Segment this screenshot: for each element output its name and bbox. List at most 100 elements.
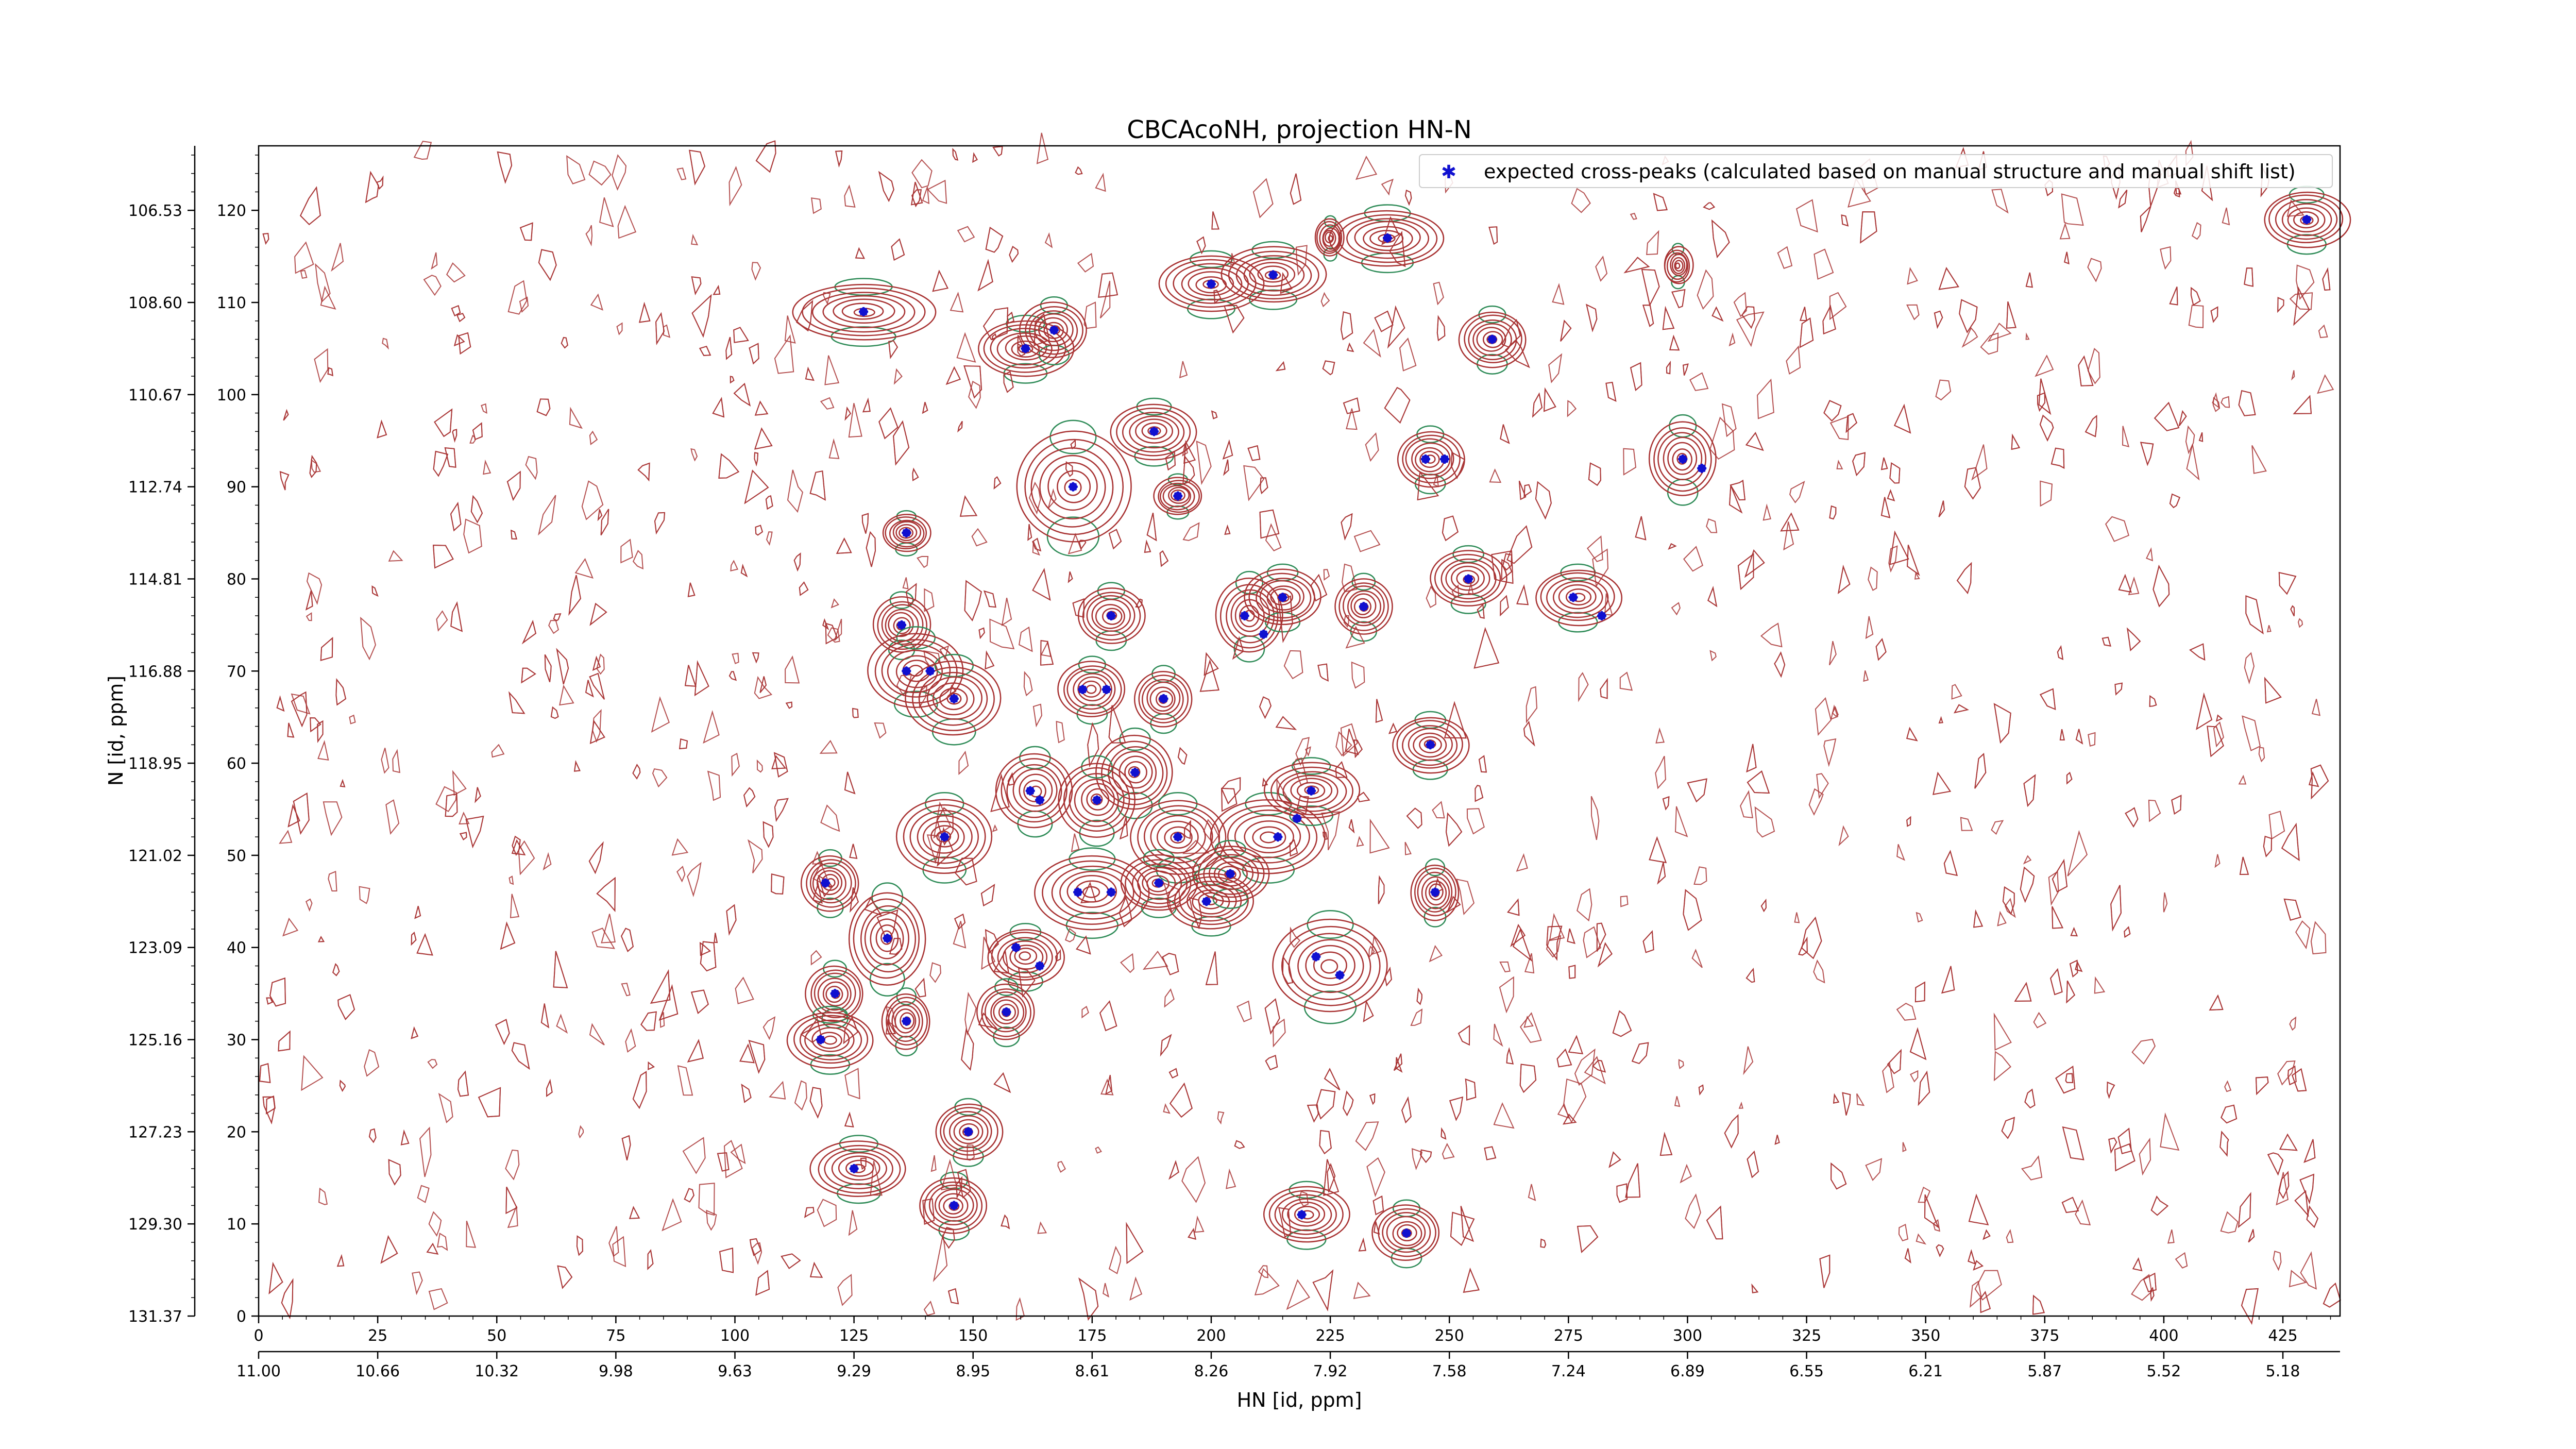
noise-contour <box>456 313 466 323</box>
noise-contour <box>550 706 559 719</box>
noise-contour <box>581 480 604 520</box>
noise-contour <box>566 155 586 184</box>
positive-contour <box>1149 686 1176 712</box>
noise-contour <box>1312 1269 1334 1311</box>
noise-contour <box>1697 269 1714 310</box>
noise-contour <box>1456 879 1475 916</box>
positive-contour <box>1122 412 1185 453</box>
noise-contour <box>2117 1127 2132 1154</box>
positive-contour <box>1338 582 1389 631</box>
noise-contour <box>2278 1171 2290 1200</box>
noise-contour <box>1342 563 1358 593</box>
noise-contour <box>2065 1073 2074 1083</box>
noise-contour <box>1799 317 1814 348</box>
noise-contour <box>691 233 699 246</box>
noise-contour <box>269 977 286 1007</box>
noise-contour <box>2075 960 2083 972</box>
noise-contour <box>1204 652 1219 676</box>
noise-contour <box>985 650 995 670</box>
noise-contour <box>1323 569 1330 581</box>
positive-contour <box>822 981 849 1007</box>
noise-contour <box>2171 795 2182 815</box>
positive-contour <box>811 292 916 333</box>
noise-contour <box>1205 951 1218 985</box>
noise-contour <box>2023 774 2036 807</box>
noise-contour <box>433 544 454 569</box>
noise-contour <box>1077 252 1094 273</box>
positive-contour <box>1663 436 1703 480</box>
noise-contour <box>993 1072 1011 1093</box>
noise-contour <box>1323 831 1328 840</box>
noise-contour <box>698 1183 715 1216</box>
noise-contour <box>2066 771 2073 785</box>
noise-contour <box>2150 1195 2169 1216</box>
cross-peak-marker <box>1273 832 1283 842</box>
noise-contour <box>1540 1238 1547 1248</box>
noise-contour <box>1678 1059 1684 1069</box>
noise-contour <box>2318 324 2328 339</box>
noise-contour <box>1586 304 1598 332</box>
noise-contour <box>1410 1008 1423 1026</box>
noise-contour <box>411 1026 419 1039</box>
noise-contour <box>2224 1080 2232 1092</box>
noise-contour <box>947 1288 959 1305</box>
noise-contour <box>1907 267 1918 285</box>
positive-contour <box>1014 947 1038 965</box>
noise-contour <box>1232 636 1244 660</box>
noise-contour <box>923 1301 936 1316</box>
noise-contour <box>1936 1244 1944 1257</box>
noise-contour <box>1933 771 1952 795</box>
positive-contour <box>1540 572 1615 621</box>
positive-contour <box>2281 203 2332 237</box>
positive-contour <box>940 1107 998 1156</box>
noise-contour <box>993 950 1009 974</box>
noise-contour <box>1032 541 1041 556</box>
noise-contour <box>1832 706 1839 717</box>
noise-contour <box>1907 545 1920 576</box>
noise-contour <box>511 839 526 856</box>
positive-contour <box>1086 595 1136 636</box>
positive-contour <box>895 799 993 874</box>
noise-contour <box>392 749 400 773</box>
noise-contour <box>958 750 969 776</box>
noise-contour <box>2114 682 2123 696</box>
noise-contour <box>317 936 325 942</box>
noise-contour <box>320 636 333 661</box>
noise-contour <box>371 585 379 597</box>
noise-contour <box>1819 1254 1831 1288</box>
noise-contour <box>1683 546 1704 572</box>
positive-contour <box>1188 271 1234 296</box>
noise-contour <box>874 722 887 739</box>
noise-contour <box>1103 1283 1110 1298</box>
noise-contour <box>992 146 1003 157</box>
noise-contour <box>466 1220 477 1248</box>
noise-contour <box>2221 1104 2238 1124</box>
noise-contour <box>2075 1199 2091 1226</box>
noise-contour <box>1971 444 1988 481</box>
noise-contour <box>651 696 670 733</box>
noise-contour <box>1368 946 1375 959</box>
noise-contour <box>428 1211 442 1237</box>
noise-contour <box>1961 327 1978 348</box>
noise-contour <box>849 844 858 860</box>
noise-contour <box>1982 1229 1991 1240</box>
noise-contour <box>1072 598 1084 618</box>
noise-contour <box>1935 379 1952 401</box>
noise-contour <box>1007 772 1015 786</box>
noise-contour <box>2209 994 2224 1011</box>
noise-contour <box>694 660 709 697</box>
cross-peak-marker <box>1426 740 1435 750</box>
noise-contour <box>1259 509 1280 539</box>
noise-contour <box>2084 414 2097 437</box>
noise-contour <box>754 676 773 699</box>
noise-contour <box>1619 671 1633 691</box>
cross-peak-marker <box>1106 887 1116 897</box>
positive-contour <box>912 666 995 731</box>
cross-peak-marker <box>1439 454 1449 464</box>
noise-contour <box>866 531 876 567</box>
noise-contour <box>1163 1103 1171 1114</box>
noise-contour <box>1388 722 1398 734</box>
noise-contour <box>1519 1064 1537 1093</box>
noise-contour <box>276 695 285 712</box>
noise-contour <box>1567 400 1577 417</box>
